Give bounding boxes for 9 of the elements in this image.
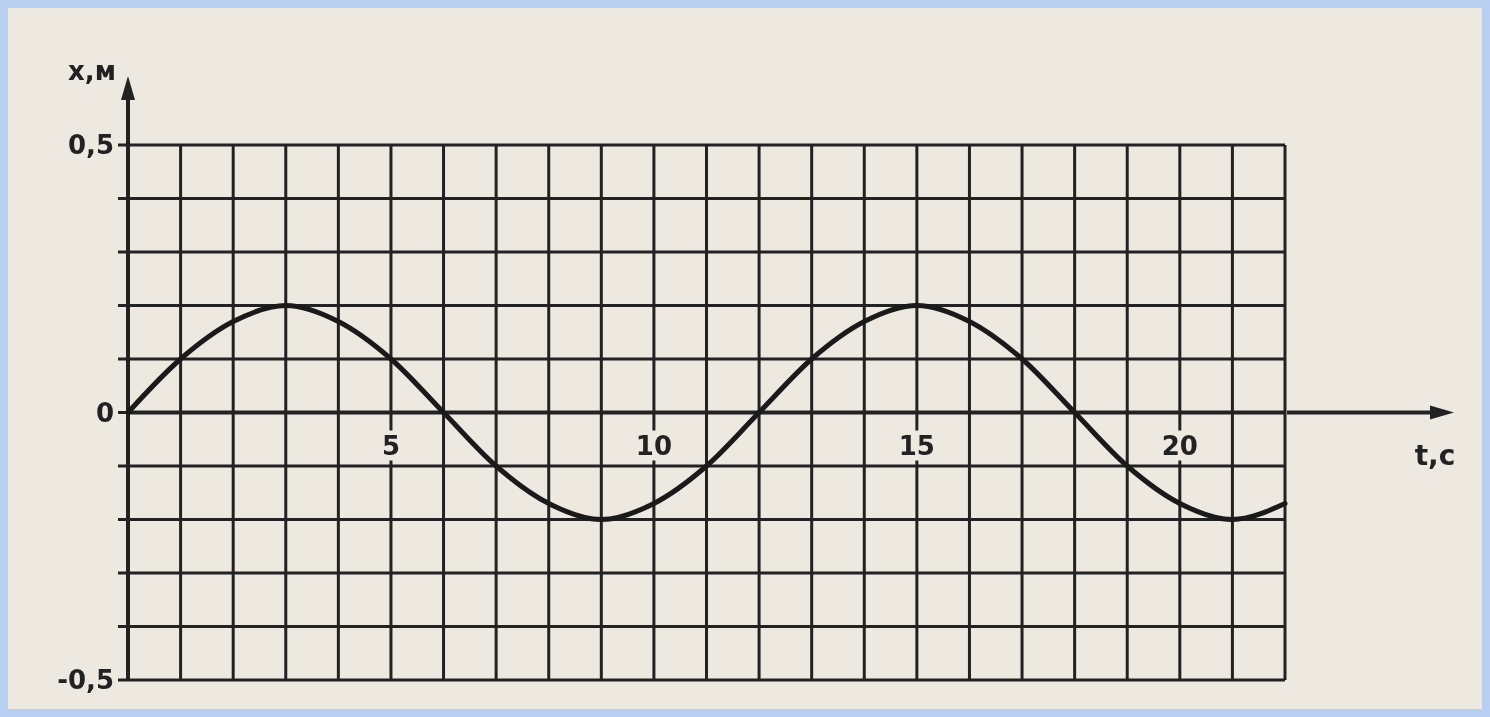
x-tick-label: 15 — [898, 430, 935, 461]
y-tick-label: -0,5 — [57, 665, 114, 696]
y-tick-label: 0 — [95, 397, 114, 428]
x-axis-title: t,c — [1414, 438, 1456, 472]
x-tick-label: 10 — [635, 430, 672, 461]
y-axis-title: x,м — [68, 56, 116, 86]
x-tick-label: 5 — [381, 430, 400, 461]
x-tick-label: 20 — [1161, 430, 1198, 461]
y-tick-label: 0,5 — [67, 130, 114, 161]
